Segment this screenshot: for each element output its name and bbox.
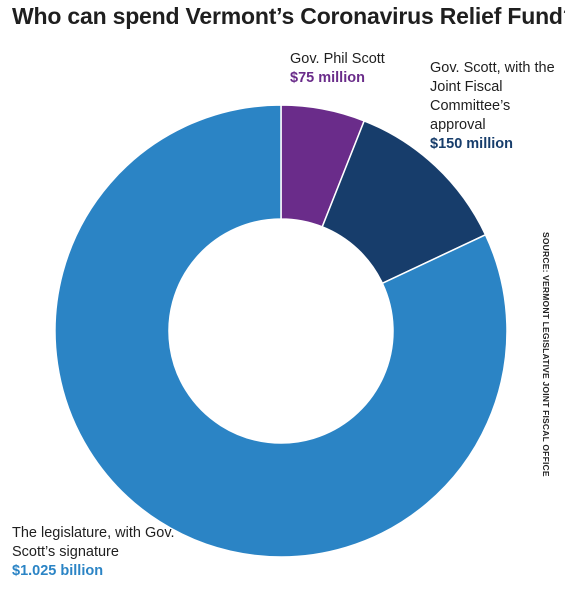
slice-label-gov-phil-scott: Gov. Phil Scott $75 million [290,50,385,88]
slice-label-gov-scott-jfc: Gov. Scott, with the Joint Fiscal Commit… [430,59,558,154]
slice-label-legislature: The legislature, with Gov. Scott’s signa… [12,524,192,581]
chart-title: Who can spend Vermont’s Coronavirus Reli… [12,3,565,29]
slice-legislature-with-signature [54,104,508,558]
slice-value-label: $150 million [430,136,514,152]
slice-label-text: Gov. Scott, with the Joint Fiscal Commit… [430,60,555,133]
slice-label-text: The legislature, with Gov. Scott’s signa… [12,525,175,560]
source-note: SOURCE: VERMONT LEGISLATIVE JOINT FISCAL… [541,232,551,477]
slice-value-label: $75 million [290,70,365,86]
slice-value-label: $1.025 billion [12,563,104,579]
slice-label-text: Gov. Phil Scott [290,51,385,67]
